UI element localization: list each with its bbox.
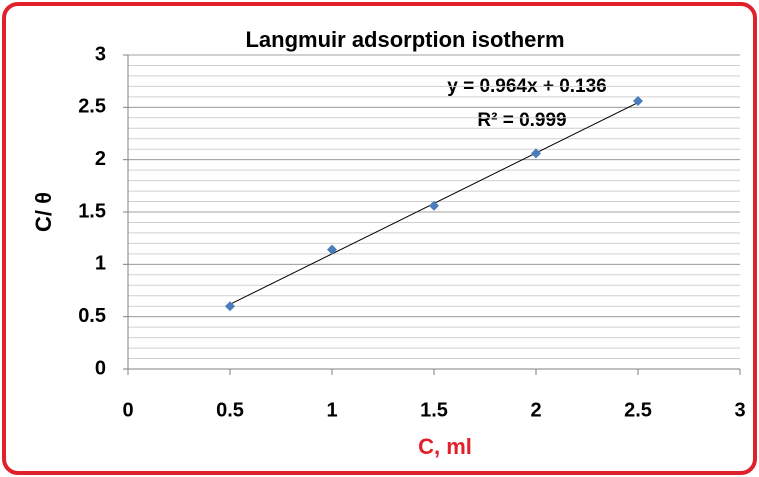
- x-axis-label: C, ml: [418, 434, 472, 459]
- y-tick-label: 0: [95, 357, 106, 379]
- x-tick-label: 1.5: [420, 399, 448, 421]
- x-tick-label: 1: [326, 399, 337, 421]
- y-tick-label: 1: [95, 253, 106, 275]
- y-axis-label: C/ θ: [31, 192, 56, 232]
- y-tick-label: 2: [95, 148, 106, 170]
- y-tick-label: 2.5: [78, 96, 106, 118]
- x-tick-label: 0.5: [216, 399, 244, 421]
- y-tick-label: 3: [95, 43, 106, 65]
- data-point: [327, 244, 337, 255]
- data-point: [531, 148, 541, 159]
- x-tick-label: 0: [122, 399, 133, 421]
- chart-title: Langmuir adsorption isotherm: [245, 27, 564, 52]
- x-tick-label: 2.5: [624, 399, 652, 421]
- data-point: [225, 301, 235, 312]
- data-point: [633, 96, 643, 107]
- x-tick-label: 3: [734, 399, 745, 421]
- y-tick-label: 1.5: [78, 200, 106, 222]
- r-squared: R² = 0.999: [477, 110, 566, 131]
- y-tick-label: 0.5: [78, 305, 106, 327]
- x-tick-label: 2: [530, 399, 541, 421]
- data-point: [429, 200, 439, 211]
